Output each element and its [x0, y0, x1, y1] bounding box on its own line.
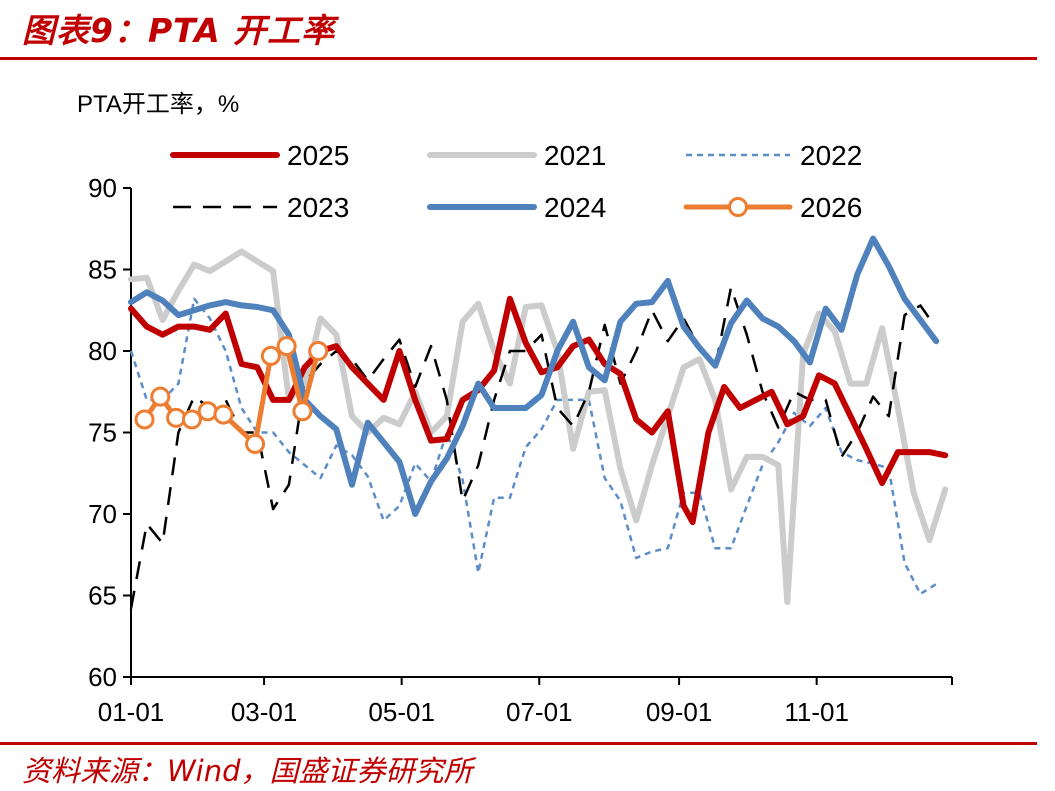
- source-note: 资料来源：Wind，国盛证券研究所: [22, 754, 473, 788]
- x-tick-label: 05-01: [368, 697, 435, 727]
- y-tick-label: 65: [88, 581, 117, 611]
- x-tick-label: 09-01: [646, 697, 713, 727]
- series-point-2026: [308, 341, 329, 361]
- series-line-2025: [128, 295, 949, 526]
- series-point-2026: [245, 433, 266, 454]
- series-line-2023: [129, 286, 933, 609]
- series-line-2021: [128, 248, 949, 605]
- legend-label-2025: 2025: [287, 140, 349, 171]
- series-point-2026: [181, 409, 202, 430]
- legend-label-2021: 2021: [544, 140, 606, 171]
- series-point-2026: [213, 404, 234, 425]
- y-tick-label: 80: [88, 336, 117, 366]
- figure-title: 图表9：PTA 开工率: [22, 11, 336, 50]
- title-divider: [0, 57, 1037, 60]
- legend-label-2024: 2024: [544, 192, 606, 223]
- legend-marker-2026: [728, 197, 748, 217]
- series-point-2026: [292, 401, 313, 422]
- series-point-2026: [134, 409, 155, 430]
- series-point-2026: [260, 345, 281, 366]
- series-point-2026: [150, 386, 171, 407]
- y-axis-label: PTA开工率，%: [77, 91, 239, 118]
- y-tick-label: 85: [88, 255, 117, 285]
- series-line-2024: [128, 235, 940, 517]
- x-tick-label: 11-01: [784, 697, 849, 727]
- y-tick-label: 75: [88, 418, 117, 448]
- series-point-2026: [276, 336, 297, 357]
- x-tick-label: 03-01: [231, 697, 298, 727]
- x-tick-label: 01-01: [98, 697, 165, 727]
- axes: 60 65 70 75 80 85 90 01-01 03-01 05-01 07-01 09-01 1…: [88, 173, 953, 727]
- legend-label-2023: 2023: [287, 192, 349, 223]
- legend: 2025 2021 2022 2023 2024 2026: [170, 140, 862, 223]
- y-tick-label: 70: [88, 499, 117, 529]
- x-tick-label: 07-01: [506, 697, 573, 727]
- legend-label-2022: 2022: [800, 140, 862, 171]
- y-tick-label: 60: [88, 662, 117, 692]
- y-tick-label: 90: [88, 173, 117, 203]
- series-point-2026: [197, 401, 218, 422]
- legend-label-2026: 2026: [800, 192, 862, 223]
- source-divider: [0, 742, 1037, 745]
- series-lines: [128, 235, 949, 609]
